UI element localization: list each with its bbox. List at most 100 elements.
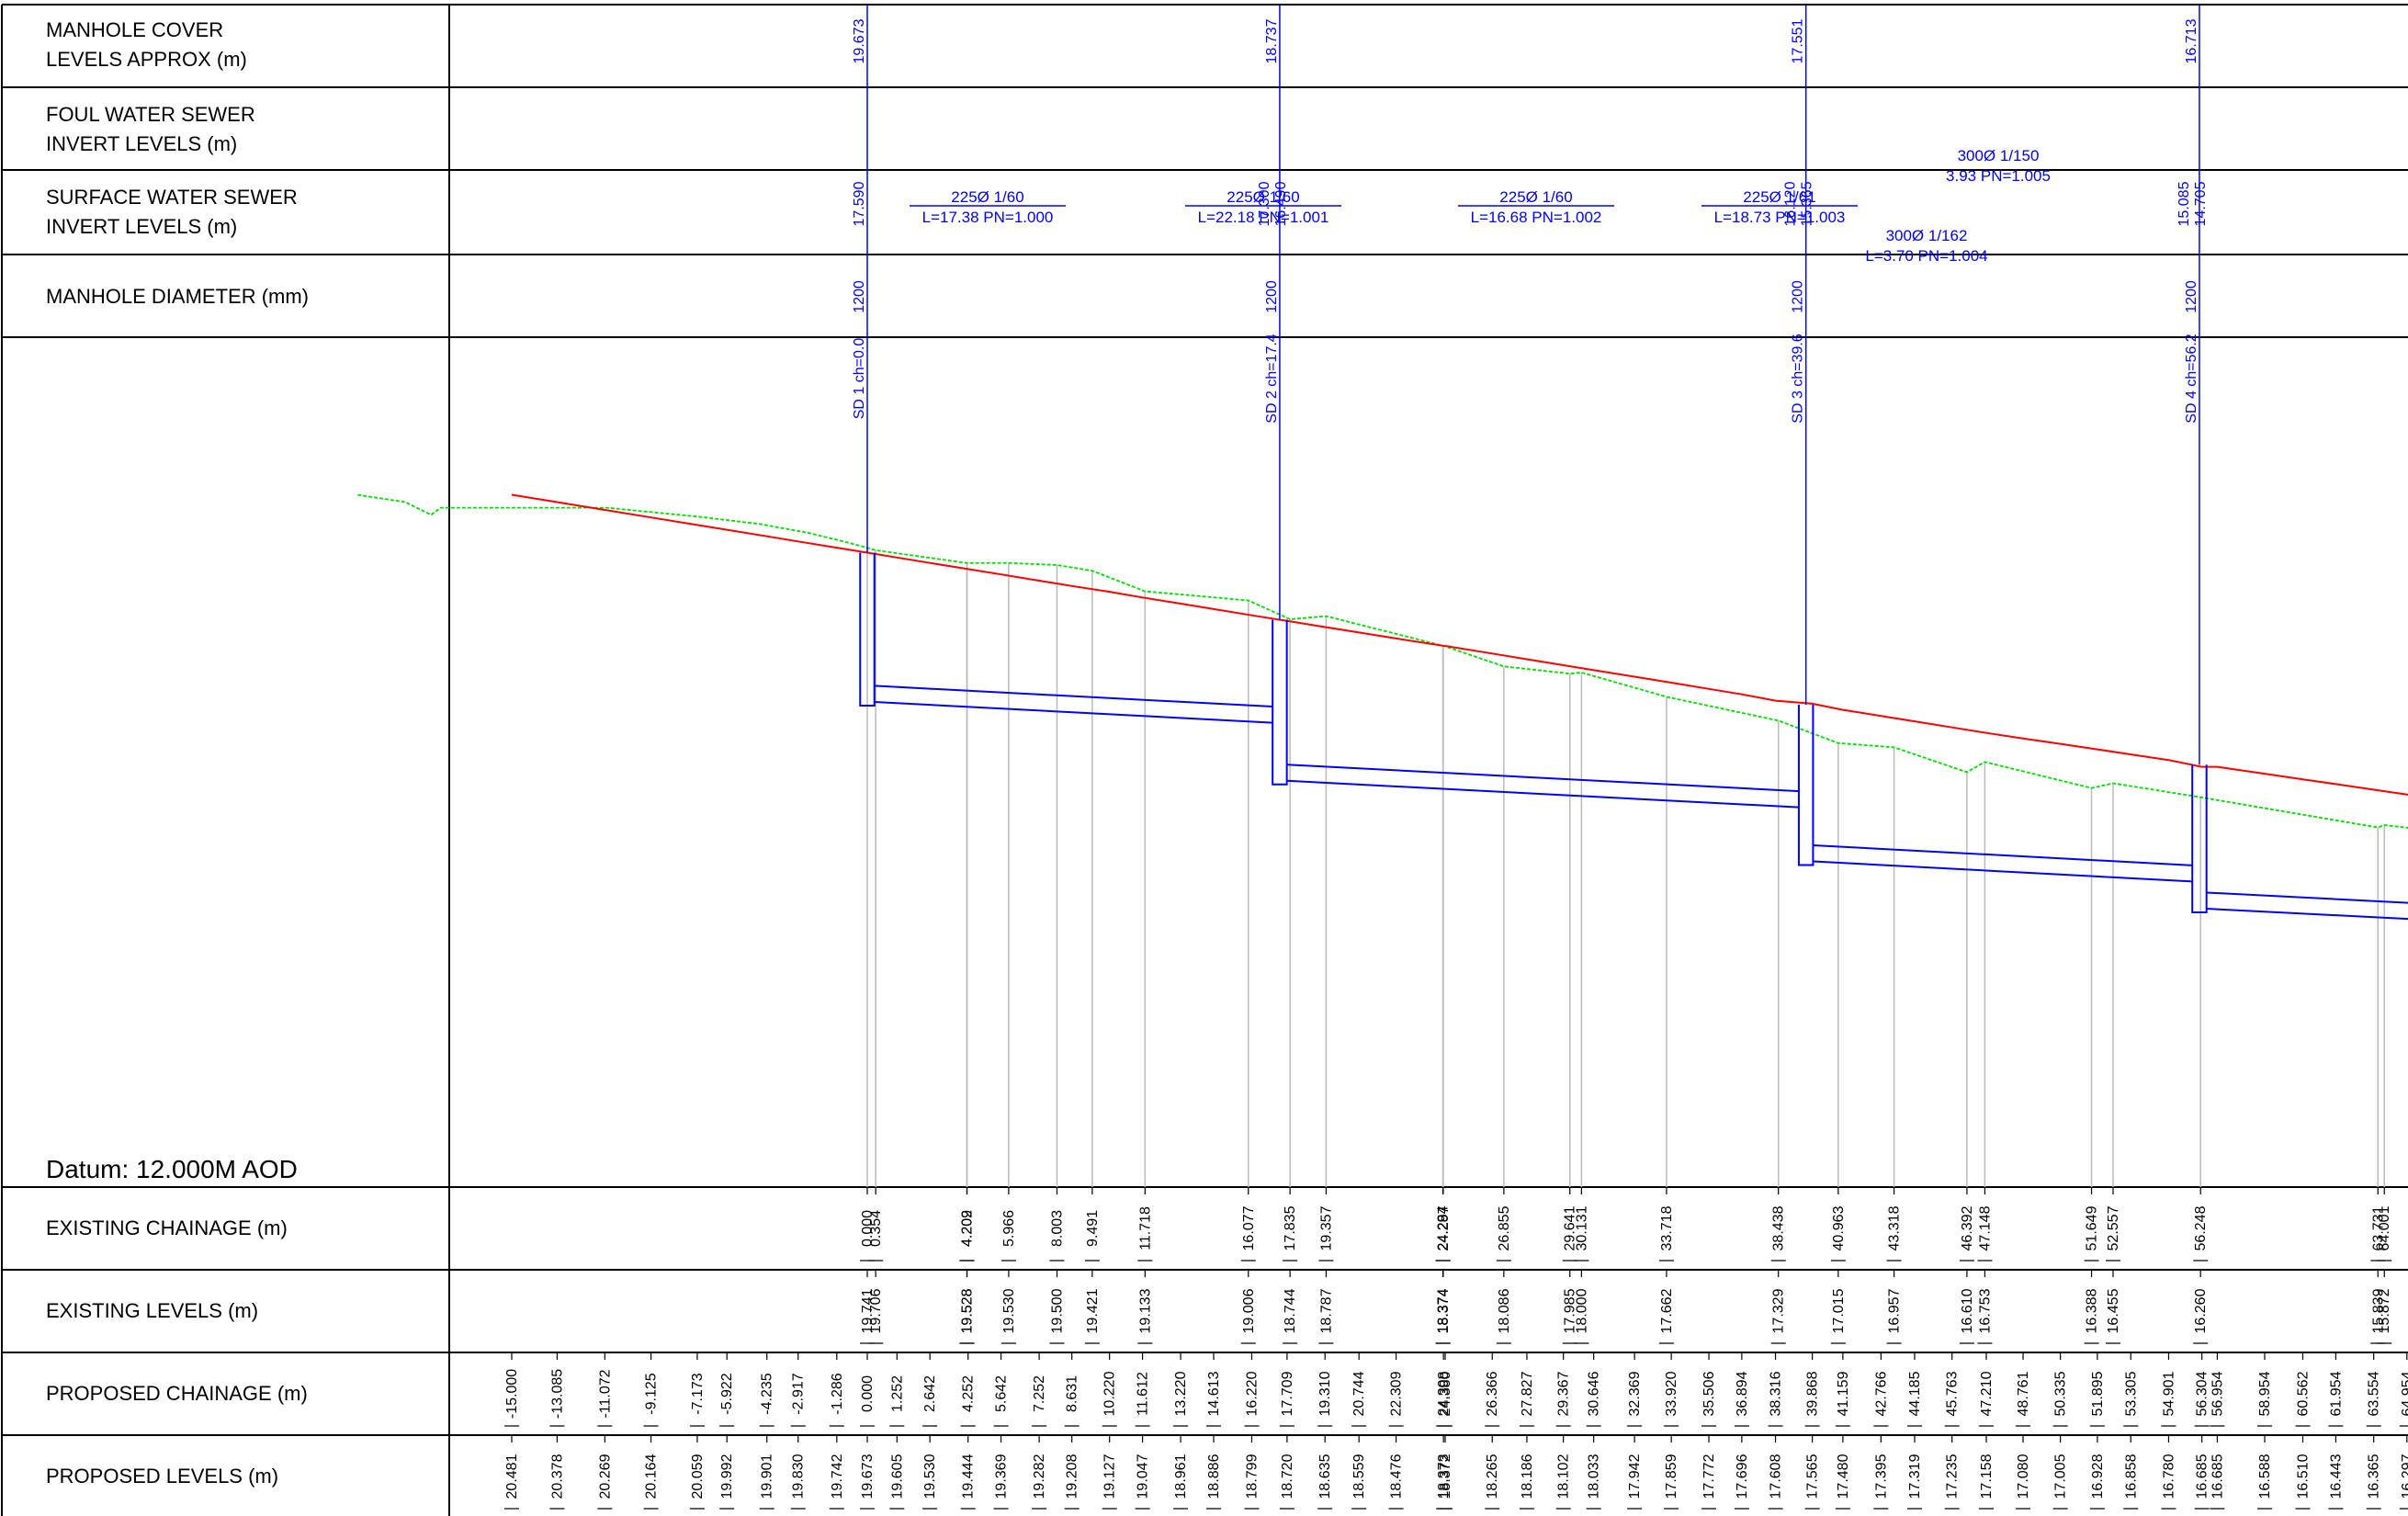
proposed-chainage-value: 39.868	[1805, 1371, 1821, 1416]
proposed-chainage-value: -2.917	[791, 1373, 807, 1414]
existing-level-value: 17.662	[1659, 1288, 1675, 1333]
sewer-profile	[859, 552, 2408, 921]
proposed-level-value: 17.772	[1701, 1454, 1717, 1499]
proposed-level-value: 16.685	[2210, 1454, 2225, 1499]
proposed-level-value: 16.297	[2400, 1454, 2408, 1499]
manhole-diameter-value: 1200	[1264, 280, 1280, 313]
existing-level-value: 16.753	[1977, 1288, 1993, 1333]
existing-chainage-value: 40.963	[1831, 1205, 1847, 1250]
manhole-columns: 19.673 1200 SD 1 ch=0.0 17.590 18.737 1200 SD …	[852, 5, 2209, 765]
proposed-chainage-value: 8.631	[1065, 1375, 1080, 1412]
existing-level-value: 19.528	[960, 1288, 976, 1333]
proposed-chainage-value: -7.173	[690, 1373, 706, 1414]
proposed-chainage-value: 56.954	[2210, 1371, 2225, 1416]
proposed-level-value: 16.588	[2257, 1454, 2273, 1499]
existing-chainage-value: 30.131	[1574, 1205, 1589, 1250]
pipe-invert-line	[1813, 860, 2193, 883]
proposed-chainage-value: 36.894	[1735, 1371, 1750, 1416]
pipe-size-gradient: 225Ø 1/60	[951, 188, 1023, 206]
proposed-chainage-value: 7.252	[1032, 1375, 1047, 1412]
proposed-level-value: 18.373	[1436, 1454, 1452, 1499]
existing-chainage-value: 17.835	[1283, 1205, 1298, 1250]
pipe-soffit-line	[874, 684, 1273, 708]
existing-level-value: 19.530	[1001, 1288, 1017, 1333]
existing-chainage-value: 16.077	[1241, 1205, 1257, 1250]
pipe-size-gradient: 225Ø 1/61	[1743, 188, 1815, 206]
proposed-level-value: 16.685	[2195, 1454, 2210, 1499]
pipe-size-gradient: 225Ø 1/60	[1499, 188, 1572, 206]
proposed-chainage-value: 54.901	[2161, 1371, 2176, 1416]
proposed-level-value: 18.265	[1485, 1454, 1500, 1499]
proposed-chainage-value: 24.380	[1438, 1371, 1453, 1416]
existing-level-value: 15.839	[2370, 1288, 2386, 1333]
proposed-level-value: 20.269	[597, 1454, 613, 1499]
existing-chainage-value: 29.641	[1563, 1205, 1578, 1250]
proposed-chainage-value: 5.642	[994, 1375, 1010, 1412]
proposed-chainage-value: 60.562	[2295, 1371, 2311, 1416]
proposed-chainage-value: -9.125	[644, 1373, 660, 1414]
existing-level-value: 18.744	[1283, 1288, 1298, 1333]
proposed-level-value: 19.127	[1102, 1454, 1118, 1499]
proposed-level-value: 18.186	[1520, 1454, 1535, 1499]
pipe-length-number: L=17.38 PN=1.000	[922, 209, 1054, 226]
existing-chainage-value: 64.001	[2377, 1205, 2392, 1250]
proposed-chainage-value: -13.085	[549, 1369, 565, 1419]
proposed-level-value: 18.033	[1587, 1454, 1602, 1499]
proposed-chainage-value: 26.366	[1485, 1371, 1500, 1416]
existing-chainage-value: 24.284	[1436, 1205, 1452, 1250]
proposed-chainage-value: 32.369	[1627, 1371, 1643, 1416]
proposed-chainage-value: 48.761	[2016, 1371, 2031, 1416]
manhole-cover-level: 17.551	[1791, 18, 1806, 63]
row-header-proposed-chainage: PROPOSED CHAINAGE (m)	[46, 1382, 308, 1405]
proposed-level-value: 20.164	[644, 1454, 660, 1499]
proposed-level-value: 18.372	[1438, 1454, 1453, 1499]
existing-level-value: 15.872	[2377, 1288, 2392, 1333]
proposed-chainage-value: 58.954	[2257, 1371, 2273, 1416]
proposed-level-value: 17.942	[1627, 1454, 1643, 1499]
proposed-level-value: 17.608	[1769, 1454, 1784, 1499]
pipe-length-number: L=16.68 PN=1.002	[1471, 209, 1602, 226]
manhole-chamber	[1797, 705, 1814, 866]
proposed-level-value: 18.799	[1244, 1454, 1260, 1499]
proposed-chainage-value: 35.506	[1701, 1371, 1717, 1416]
proposed-level-value: 18.476	[1389, 1454, 1405, 1499]
manhole-label: SD 2 ch=17.4	[1264, 334, 1280, 424]
proposed-chainage-value: 27.827	[1520, 1371, 1535, 1416]
existing-chainage-value: 38.438	[1771, 1205, 1787, 1250]
proposed-level-value: 19.605	[889, 1454, 905, 1499]
proposed-chainage-value: 11.612	[1136, 1372, 1151, 1416]
existing-level-value: 19.006	[1241, 1288, 1257, 1333]
existing-level-value: 16.388	[2085, 1288, 2100, 1333]
proposed-chainage-value: 17.709	[1280, 1371, 1295, 1416]
pipe-length-number: L=18.73 PN=1.003	[1714, 209, 1846, 226]
proposed-level-value: 19.742	[830, 1454, 845, 1499]
proposed-level-value: 20.481	[504, 1454, 520, 1499]
row-header-existing-chainage: EXISTING CHAINAGE (m)	[46, 1216, 288, 1239]
proposed-level-value: 19.901	[760, 1454, 775, 1499]
pipe-length-number: 3.93 PN=1.005	[1946, 167, 2051, 185]
proposed-chainage-value: 42.766	[1873, 1371, 1889, 1416]
pipe-size-gradient: 300Ø 1/162	[1886, 227, 1968, 244]
proposed-level-value: 20.059	[690, 1454, 706, 1499]
existing-chainage-value: 24.297	[1436, 1205, 1452, 1250]
proposed-level-value: 16.928	[2090, 1454, 2106, 1499]
existing-chainage-value: 47.148	[1977, 1205, 1993, 1250]
proposed-level-value: 17.319	[1907, 1454, 1923, 1499]
proposed-level-value: 19.208	[1065, 1454, 1080, 1499]
pipe-invert-line	[2206, 908, 2408, 921]
proposed-chainage-value: 19.310	[1317, 1371, 1333, 1416]
pipe-labels: 225Ø 1/60 L=17.38 PN=1.000 225Ø 1/60 L=22.1…	[910, 147, 2051, 265]
existing-level-value: 19.706	[868, 1288, 884, 1333]
proposed-level-value: 19.673	[860, 1454, 876, 1499]
proposed-chainage-value: -1.286	[830, 1373, 845, 1414]
proposed-chainage-value: -4.235	[760, 1373, 775, 1414]
existing-chainage-value: 43.318	[1887, 1205, 1903, 1250]
manhole-label: SD 3 ch=39.6	[1791, 334, 1806, 424]
existing-chainage-value: 9.491	[1085, 1210, 1101, 1247]
row-header-proposed-levels: PROPOSED LEVELS (m)	[46, 1465, 278, 1488]
proposed-level-value: 16.780	[2161, 1454, 2176, 1499]
proposed-level-value: 18.720	[1280, 1454, 1295, 1499]
proposed-level-value: 18.102	[1556, 1454, 1572, 1499]
existing-level-value: 19.500	[1049, 1288, 1065, 1333]
